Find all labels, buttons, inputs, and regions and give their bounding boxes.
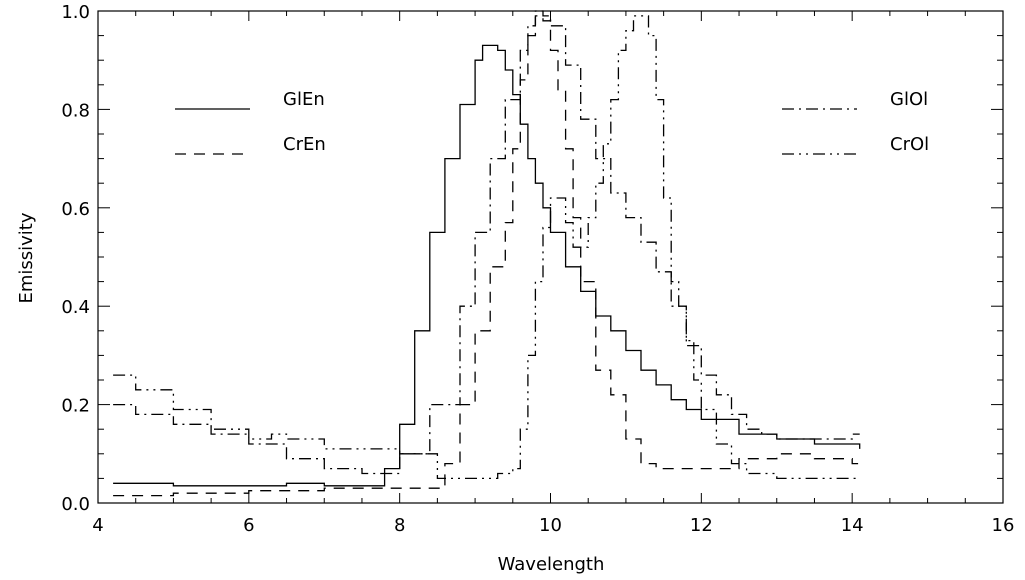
series-line-glen	[113, 44, 861, 487]
legend-label-glen: GlEn	[283, 89, 325, 110]
plot-border	[97, 10, 1004, 504]
x-tick-label: 4	[92, 515, 103, 536]
x-tick-label: 6	[243, 515, 254, 536]
y-tick-label: 0.2	[61, 396, 90, 417]
x-tick-label: 12	[690, 515, 713, 536]
series-line-cren	[113, 15, 860, 497]
y-axis-label: Emissivity	[16, 212, 37, 303]
y-axis: 0.0 0.2 0.4 0.6 0.8 1.0	[61, 2, 1003, 515]
legend: GlEn CrEn GlOl CrOl	[175, 89, 929, 155]
series-line-crol	[113, 15, 860, 480]
x-axis-label: Wavelength	[498, 554, 605, 575]
x-tick-label: 14	[841, 515, 864, 536]
y-tick-label: 0.6	[61, 199, 90, 220]
x-axis: 4 6 8 10 12 14 16	[92, 11, 1014, 536]
x-tick-label: 16	[992, 515, 1015, 536]
series-line-glol	[113, 10, 860, 475]
y-tick-label: 0.8	[61, 100, 90, 121]
x-tick-label: 10	[539, 515, 562, 536]
x-tick-label: 8	[394, 515, 405, 536]
series-layer	[113, 10, 861, 497]
legend-label-glol: GlOl	[890, 89, 928, 110]
legend-label-cren: CrEn	[283, 134, 326, 155]
plot-frame	[97, 10, 1004, 504]
y-tick-label: 0.4	[61, 297, 90, 318]
y-tick-label: 0.0	[61, 494, 90, 515]
legend-label-crol: CrOl	[890, 134, 929, 155]
y-tick-label: 1.0	[61, 2, 90, 23]
